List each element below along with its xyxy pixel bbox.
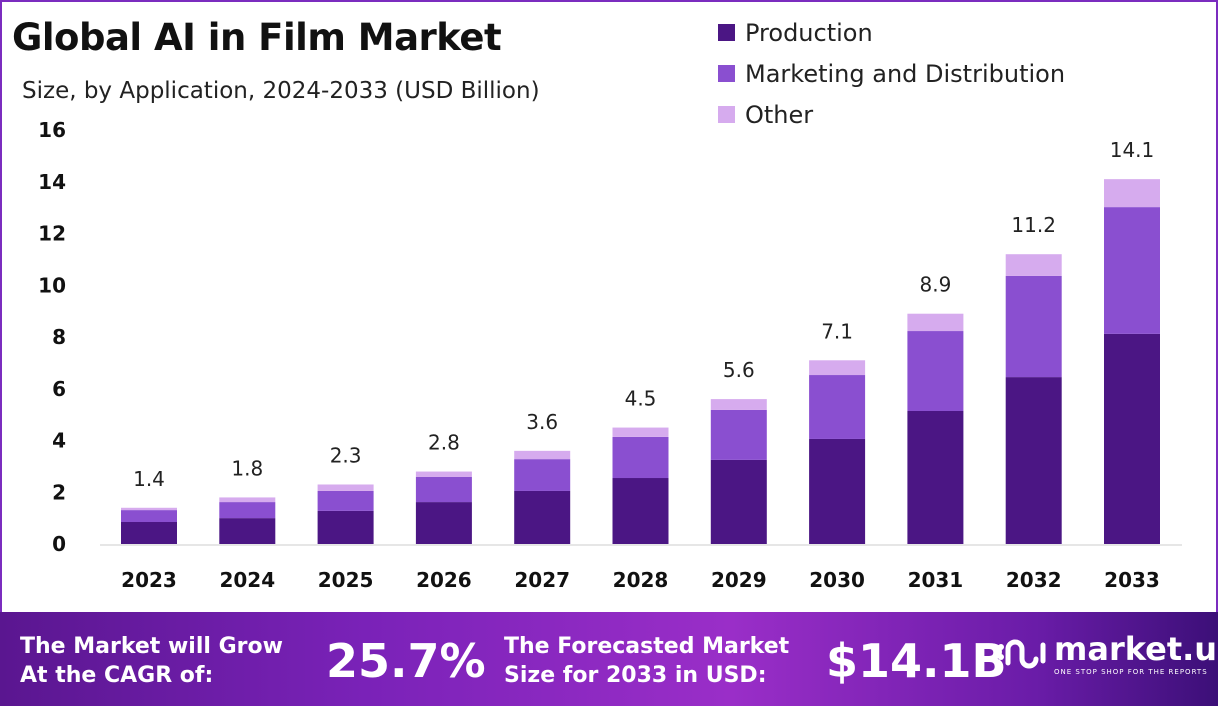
chart-title: Global AI in Film Market — [12, 16, 502, 59]
cagr-label-line: The Market will Grow — [20, 634, 283, 659]
x-tick-label: 2033 — [1104, 568, 1160, 592]
brand-tagline: ONE STOP SHOP FOR THE REPORTS — [1054, 668, 1208, 676]
bar-total-label: 4.5 — [625, 387, 657, 411]
bar-segment-production — [219, 518, 276, 544]
bar-segment-production — [612, 478, 669, 544]
y-tick-label: 8 — [52, 325, 66, 349]
chart-subtitle: Size, by Application, 2024-2033 (USD Bil… — [22, 78, 540, 104]
bar-segment-production — [710, 459, 767, 544]
x-tick-label: 2027 — [514, 568, 570, 592]
bar-total-label: 3.6 — [526, 410, 558, 434]
bar-segment-production — [907, 411, 964, 544]
bar-segment-marketing-and-distribution — [219, 502, 276, 519]
bar-total-label: 7.1 — [821, 319, 853, 343]
bar-segment-other — [809, 360, 866, 376]
bar-segment-production — [514, 490, 571, 544]
legend-item-production: Production — [718, 12, 1065, 53]
footer-banner: The Market will Grow At the CAGR of: 25.7… — [0, 612, 1218, 706]
x-tick-label: 2032 — [1006, 568, 1062, 592]
bar-segment-marketing-and-distribution — [1005, 275, 1062, 378]
x-tick-label: 2029 — [711, 568, 767, 592]
bar-segment-marketing-and-distribution — [612, 436, 669, 479]
bar-segment-production — [121, 522, 177, 544]
forecast-label-line: Size for 2033 in USD: — [504, 663, 767, 688]
bar-total-label: 2.3 — [330, 443, 362, 467]
forecast-value: $14.1B — [826, 634, 1007, 688]
legend-swatch — [718, 65, 735, 82]
bar-total-label: 2.8 — [428, 431, 460, 455]
bar-segment-other — [415, 471, 472, 477]
y-tick-label: 4 — [52, 429, 66, 453]
bar-segment-other — [1005, 254, 1062, 276]
x-tick-label: 2030 — [809, 568, 865, 592]
y-tick-label: 16 — [38, 118, 66, 142]
x-tick-label: 2023 — [121, 568, 177, 592]
bar-total-label: 8.9 — [919, 273, 951, 297]
legend-swatch — [718, 106, 735, 123]
bar-segment-production — [415, 502, 472, 544]
legend-item-other: Other — [718, 94, 1065, 135]
bar-total-label: 14.1 — [1110, 138, 1155, 162]
y-tick-label: 2 — [52, 480, 66, 504]
x-tick-label: 2028 — [613, 568, 669, 592]
y-tick-label: 6 — [52, 377, 66, 401]
forecast-label-line: The Forecasted Market — [504, 634, 790, 659]
bar-total-label: 5.6 — [723, 358, 755, 382]
legend-label: Marketing and Distribution — [745, 59, 1066, 88]
legend: Production Marketing and Distribution Ot… — [718, 12, 1065, 135]
x-tick-label: 2025 — [318, 568, 374, 592]
market-us-logo-icon — [998, 639, 1046, 669]
bar-segment-marketing-and-distribution — [317, 490, 374, 511]
bar-segment-other — [612, 427, 669, 437]
y-tick-label: 14 — [38, 170, 66, 194]
cagr-value: 25.7% — [326, 634, 486, 688]
x-tick-label: 2024 — [219, 568, 275, 592]
bar-segment-other — [121, 507, 177, 511]
bar-segment-marketing-and-distribution — [710, 409, 767, 460]
bar-segment-marketing-and-distribution — [907, 331, 964, 412]
y-tick-label: 12 — [38, 222, 66, 246]
x-tick-label: 2026 — [416, 568, 472, 592]
bar-segment-marketing-and-distribution — [514, 459, 571, 491]
bar-total-label: 1.4 — [133, 467, 165, 491]
legend-label: Production — [745, 18, 873, 47]
legend-item-marketing: Marketing and Distribution — [718, 53, 1065, 94]
brand-logo: market.us ONE STOP SHOP FOR THE REPORTS — [996, 630, 1218, 676]
brand-name: market.us — [1054, 630, 1218, 668]
bar-segment-marketing-and-distribution — [1104, 207, 1160, 334]
bar-segment-other — [219, 497, 276, 503]
bar-segment-other — [710, 399, 767, 410]
bar-segment-production — [1104, 333, 1160, 544]
bar-segment-production — [317, 510, 374, 544]
cagr-label: The Market will Grow At the CAGR of: — [20, 632, 283, 690]
bar-segment-marketing-and-distribution — [809, 375, 866, 439]
bar-total-label: 1.8 — [231, 456, 263, 480]
y-tick-label: 10 — [38, 273, 66, 297]
bar-segment-production — [809, 438, 866, 544]
legend-swatch — [718, 24, 735, 41]
bar-segment-marketing-and-distribution — [415, 476, 472, 503]
stacked-bar-chart: 0 2 4 6 8 10 12 14 16 1.4 2023 1.8 2024 2.3 2025 2.8 202… — [38, 118, 1182, 592]
bar-segment-other — [514, 450, 571, 460]
forecast-label: The Forecasted Market Size for 2033 in US… — [504, 632, 789, 690]
bar-segment-other — [907, 313, 964, 332]
bar-segment-other — [317, 484, 374, 491]
legend-label: Other — [745, 100, 814, 129]
cagr-label-line: At the CAGR of: — [20, 663, 214, 688]
x-tick-label: 2031 — [908, 568, 964, 592]
bar-segment-other — [1104, 179, 1160, 208]
bar-segment-marketing-and-distribution — [121, 510, 177, 523]
y-tick-label: 0 — [52, 532, 66, 556]
bar-segment-production — [1005, 377, 1062, 544]
bar-total-label: 11.2 — [1011, 213, 1056, 237]
